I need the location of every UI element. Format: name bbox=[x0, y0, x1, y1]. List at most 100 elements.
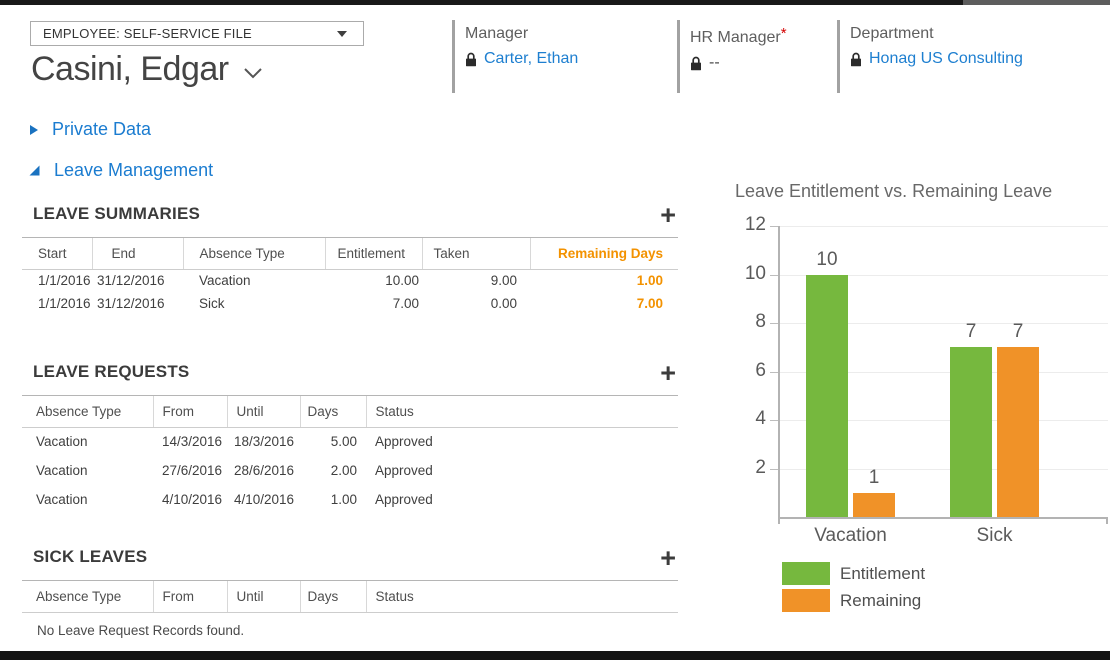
y-axis-tick bbox=[770, 420, 778, 421]
hr-manager-value: -- bbox=[709, 54, 720, 71]
bar-value-label: 7 bbox=[1012, 321, 1024, 343]
col-end[interactable]: End bbox=[91, 238, 183, 270]
gridline bbox=[778, 274, 1108, 276]
table-row[interactable]: Vacation 4/10/2016 4/10/2016 1.00 Approv… bbox=[36, 492, 433, 507]
leave-chart: Leave Entitlement vs. Remaining Leave 2 4… bbox=[700, 170, 1110, 648]
table-row[interactable]: Vacation 14/3/2016 18/3/2016 5.00 Approv… bbox=[36, 434, 433, 450]
private-data-toggle[interactable]: Private Data bbox=[30, 119, 151, 140]
x-axis-label: Sick bbox=[976, 525, 1013, 546]
col-start[interactable]: Start bbox=[22, 238, 92, 270]
leave-management-toggle[interactable]: Leave Management bbox=[29, 160, 213, 181]
chart-title: Leave Entitlement vs. Remaining Leave bbox=[735, 181, 1053, 201]
employee-name-menu[interactable]: Casini, Edgar bbox=[31, 50, 262, 89]
col-remaining-days[interactable]: Remaining Days bbox=[529, 238, 678, 270]
leave-summaries-title: LEAVE SUMMARIES bbox=[33, 204, 201, 223]
x-axis-line bbox=[778, 517, 1108, 519]
lock-icon bbox=[851, 52, 861, 66]
gridline bbox=[778, 468, 1108, 470]
add-sick-leave-button[interactable]: + bbox=[660, 543, 676, 573]
col-absence-type[interactable]: Absence Type bbox=[182, 238, 325, 270]
employee-name: Casini, Edgar bbox=[31, 50, 229, 88]
col-status[interactable]: Status bbox=[365, 581, 678, 613]
expander-expanded-icon bbox=[29, 165, 40, 176]
y-axis-label: 8 bbox=[755, 311, 766, 332]
table-row[interactable]: Vacation 27/6/2016 28/6/2016 2.00 Approv… bbox=[36, 463, 433, 478]
col-absence-type[interactable]: Absence Type bbox=[22, 396, 153, 428]
manager-link[interactable]: Carter, Ethan bbox=[484, 50, 579, 67]
header-divider bbox=[452, 20, 455, 93]
hr-manager-label: HR Manager* bbox=[690, 25, 787, 46]
legend-label: Remaining bbox=[840, 590, 922, 610]
legend-item: Entitlement bbox=[782, 562, 925, 585]
leave-requests-table: Absence Type From Until Days Status Vaca… bbox=[22, 396, 678, 514]
col-taken[interactable]: Taken bbox=[421, 238, 530, 270]
manager-field: Manager Carter, Ethan bbox=[465, 25, 578, 68]
sick-leaves-table: Absence Type From Until Days Status bbox=[22, 581, 678, 613]
table-header-row: Absence Type From Until Days Status bbox=[22, 581, 678, 613]
y-axis-label: 6 bbox=[755, 359, 766, 381]
y-axis-label: 2 bbox=[755, 456, 766, 478]
context-selector[interactable]: EMPLOYEE: SELF-SERVICE FILE bbox=[30, 21, 364, 46]
bar-value-label: 10 bbox=[816, 248, 838, 270]
empty-records-message: No Leave Request Records found. bbox=[37, 622, 245, 638]
department-label: Department bbox=[850, 25, 934, 42]
sick-leaves-section: SICK LEAVES + Absence Type From Until Da… bbox=[22, 543, 678, 638]
chart-legend: Entitlement Remaining bbox=[782, 562, 925, 612]
gridline bbox=[778, 371, 1108, 373]
col-from[interactable]: From bbox=[152, 396, 227, 428]
col-status[interactable]: Status bbox=[365, 396, 678, 428]
x-axis-label: Vacation bbox=[814, 525, 887, 546]
col-until[interactable]: Until bbox=[226, 581, 300, 613]
chart-bar-entitlement-vacation bbox=[806, 274, 848, 517]
top-scrollbar-track[interactable] bbox=[0, 0, 1110, 5]
chart-bar-remaining-vacation bbox=[853, 492, 895, 517]
table-row[interactable]: 1/1/2016 31/12/2016 Sick 7.00 0.00 7.00 bbox=[38, 296, 663, 311]
chevron-down-icon bbox=[243, 68, 262, 79]
table-row[interactable]: 1/1/2016 31/12/2016 Vacation 10.00 9.00 … bbox=[38, 273, 663, 289]
leave-requests-section: LEAVE REQUESTS + Absence Type From Until… bbox=[22, 358, 678, 514]
y-axis-tick bbox=[770, 226, 778, 227]
table-header-row: Absence Type From Until Days Status bbox=[22, 396, 678, 428]
legend-swatch-entitlement bbox=[782, 562, 830, 585]
add-leave-request-button[interactable]: + bbox=[660, 358, 676, 388]
add-leave-summary-button[interactable]: + bbox=[660, 200, 676, 230]
chart-bar-entitlement-sick bbox=[950, 347, 992, 517]
col-until[interactable]: Until bbox=[226, 396, 300, 428]
sick-leaves-title: SICK LEAVES bbox=[33, 547, 148, 566]
y-axis-line bbox=[778, 226, 780, 524]
legend-label: Entitlement bbox=[840, 563, 926, 583]
department-link[interactable]: Honag US Consulting bbox=[869, 50, 1023, 67]
y-axis-tick bbox=[770, 274, 778, 276]
lock-icon bbox=[691, 56, 701, 70]
y-axis-tick bbox=[770, 323, 778, 324]
expander-collapsed-icon bbox=[30, 124, 38, 135]
leave-summaries-table: Start End Absence Type Entitlement Taken… bbox=[22, 238, 678, 315]
gridline bbox=[778, 226, 1108, 227]
col-days[interactable]: Days bbox=[299, 581, 366, 613]
col-entitlement[interactable]: Entitlement bbox=[324, 238, 422, 270]
gridline bbox=[778, 420, 1108, 421]
col-from[interactable]: From bbox=[152, 581, 227, 613]
leave-summaries-section: LEAVE SUMMARIES + Start End Absence Type… bbox=[22, 200, 678, 315]
top-scrollbar-thumb[interactable] bbox=[963, 0, 1110, 5]
leave-management-label: Leave Management bbox=[54, 160, 214, 180]
gridline bbox=[778, 323, 1108, 324]
legend-swatch-remaining bbox=[782, 589, 830, 612]
department-field: Department Honag US Consulting bbox=[850, 25, 1023, 68]
context-selector-label: EMPLOYEE: SELF-SERVICE FILE bbox=[43, 26, 252, 41]
chart-bar-remaining-sick bbox=[997, 347, 1039, 517]
y-axis-label: 4 bbox=[755, 408, 766, 429]
required-asterisk: * bbox=[780, 25, 787, 42]
lock-icon bbox=[466, 52, 476, 66]
y-axis-tick bbox=[770, 371, 778, 373]
col-days[interactable]: Days bbox=[299, 396, 366, 428]
y-axis-tick bbox=[770, 468, 778, 470]
bar-value-label: 1 bbox=[868, 466, 880, 488]
private-data-label: Private Data bbox=[52, 119, 152, 139]
dropdown-caret-icon bbox=[337, 31, 347, 37]
leave-requests-title: LEAVE REQUESTS bbox=[33, 362, 190, 381]
bar-value-label: 7 bbox=[965, 321, 977, 343]
y-axis-label: 12 bbox=[744, 214, 766, 235]
col-absence-type[interactable]: Absence Type bbox=[22, 581, 153, 613]
